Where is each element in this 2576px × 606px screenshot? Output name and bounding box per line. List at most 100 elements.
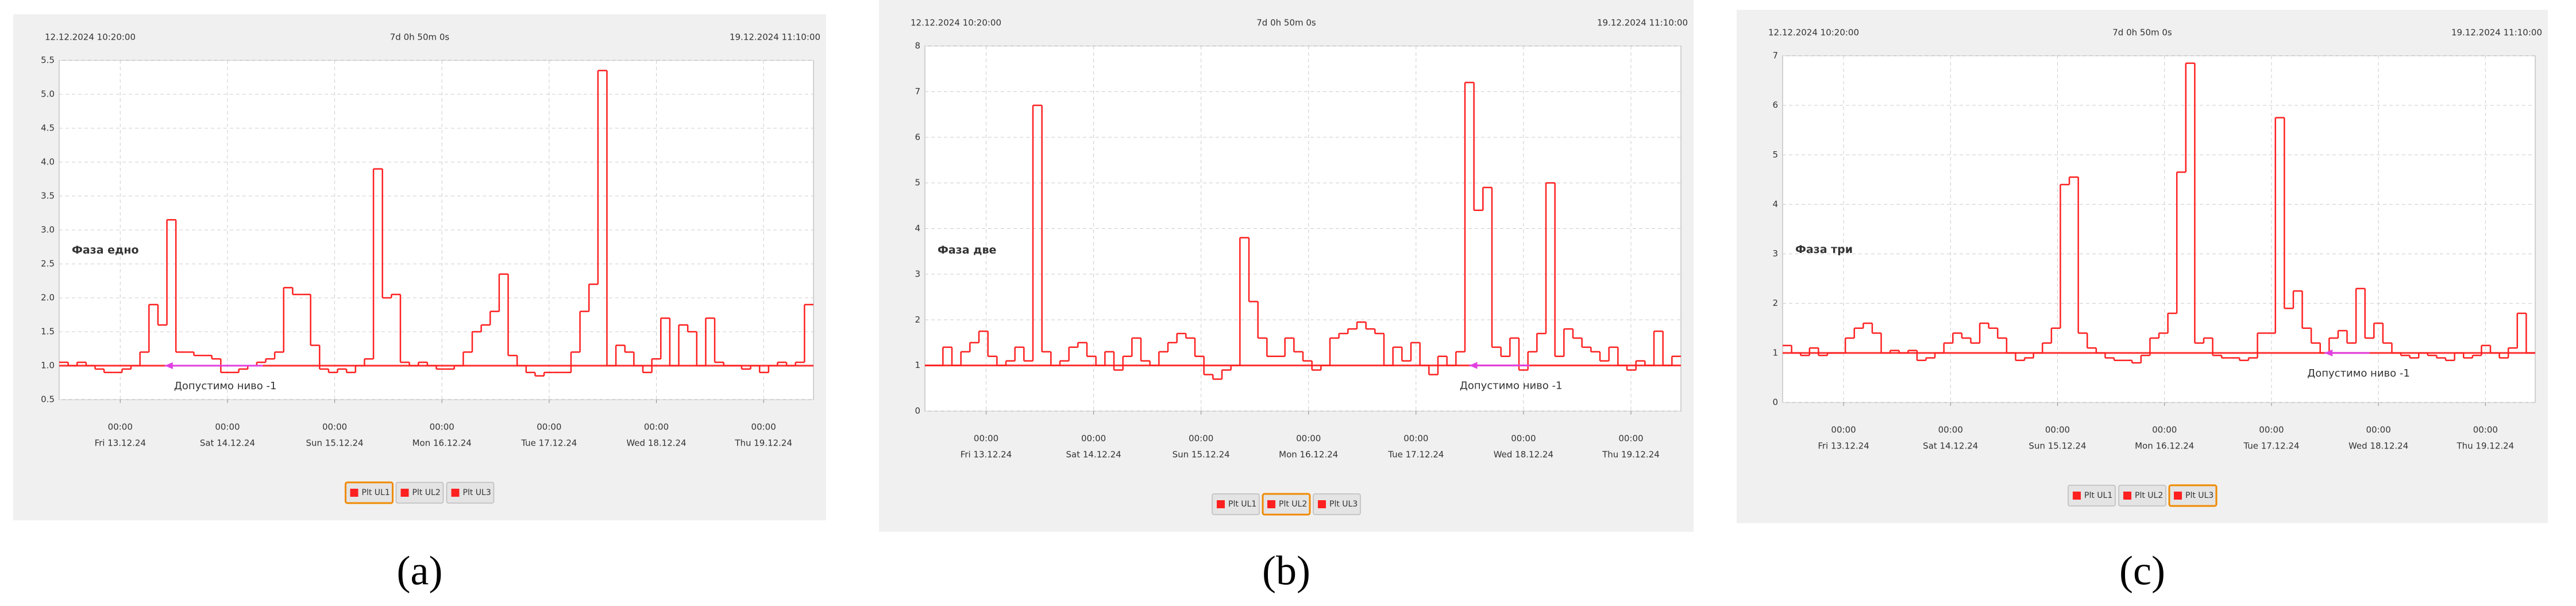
y-tick-label: 5 [915,178,920,188]
x-tick-time: 00:00 [1189,434,1213,444]
y-tick-label: 3.5 [41,191,55,201]
y-tick-label: 7 [915,86,920,97]
end-label: 19.12.2024 11:10:00 [1597,18,1688,28]
x-tick-day: Sun 15.12.24 [306,438,364,448]
x-tick-day: Mon 16.12.24 [2135,441,2194,451]
x-tick-day: Mon 16.12.24 [412,438,472,448]
x-tick-day: Sat 14.12.24 [1066,450,1121,460]
y-tick-label: 1.5 [41,327,55,337]
x-tick-time: 00:00 [2259,425,2284,435]
x-tick-day: Sat 14.12.24 [200,438,255,448]
x-tick-day: Sat 14.12.24 [1923,441,1978,451]
legend-swatch [1318,500,1326,508]
x-tick-day: Mon 16.12.24 [1279,450,1338,460]
y-tick-label: 5.5 [41,55,55,66]
x-tick-time: 00:00 [430,422,454,432]
y-tick-label: 4 [915,223,920,233]
end-label: 19.12.2024 11:10:00 [2451,28,2542,38]
y-tick-label: 4.5 [41,123,55,133]
y-tick-label: 3.0 [41,225,55,235]
legend-swatch [1267,500,1275,508]
panel-label: (b) [1262,548,1310,594]
x-tick-day: Wed 18.12.24 [626,438,686,448]
y-tick-label: 2.5 [41,259,55,269]
x-tick-time: 00:00 [2473,425,2498,435]
legend-button [2068,485,2116,507]
legend-swatch [2174,492,2182,500]
x-tick-time: 00:00 [215,422,240,432]
y-tick-label: 0 [1772,397,1778,408]
y-tick-label: 1.0 [41,360,55,371]
y-tick-label: 5 [1772,149,1778,160]
x-tick-day: Wed 18.12.24 [1494,450,1553,460]
x-tick-day: Sun 15.12.24 [1173,450,1230,460]
legend-button [2168,484,2218,507]
phase-label: Фаза три [1795,243,1853,256]
limit-arrow-head [1469,362,1478,369]
legend-label: Plt UL1 [362,488,390,497]
limit-label: Допустимо ниво -1 [174,380,277,392]
y-tick-label: 6 [1772,100,1778,110]
y-tick-label: 4 [1772,199,1778,209]
x-tick-time: 00:00 [751,422,776,432]
limit-label: Допустимо ниво -1 [1460,380,1563,392]
plot-area [1782,55,2536,403]
y-tick-label: 0.5 [41,394,55,405]
x-tick-time: 00:00 [974,434,998,444]
y-tick-label: 6 [915,132,920,142]
y-tick-label: 2.0 [41,293,55,303]
x-tick-time: 00:00 [2366,425,2391,435]
y-tick-label: 4.0 [41,157,55,167]
panel-label: (c) [2119,548,2165,594]
x-tick-day: Tue 17.12.24 [1387,450,1444,460]
legend-button [446,482,495,504]
x-tick-day: Fri 13.12.24 [1818,441,1869,451]
legend-label: Plt UL1 [2084,491,2112,500]
legend-label: Plt UL3 [463,488,491,497]
legend-swatch [2073,492,2081,500]
legend-label: Plt UL1 [1228,500,1256,509]
x-tick-time: 00:00 [1511,434,1536,444]
x-tick-time: 00:00 [1081,434,1106,444]
x-tick-day: Thu 19.12.24 [2456,441,2514,451]
start-label: 12.12.2024 10:20:00 [1768,28,1859,38]
y-tick-label: 1 [1772,347,1778,358]
x-tick-time: 00:00 [1618,434,1643,444]
limit-arrow-head [2324,349,2333,356]
x-tick-day: Thu 19.12.24 [734,438,792,448]
y-tick-label: 7 [1772,51,1778,61]
x-tick-day: Sun 15.12.24 [2029,441,2086,451]
chart-panel: 12.12.2024 10:20:00 7d 0h 50m 0s 19.12.202… [879,0,1694,594]
duration-label: 7d 0h 50m 0s [390,32,450,43]
y-tick-label: 2 [915,314,920,325]
legend-swatch [2123,492,2131,500]
start-label: 12.12.2024 10:20:00 [911,18,1001,28]
x-tick-time: 00:00 [322,422,347,432]
x-tick-day: Tue 17.12.24 [520,438,577,448]
start-label: 12.12.2024 10:20:00 [45,32,136,43]
legend-label: Plt UL2 [412,488,441,497]
x-tick-day: Thu 19.12.24 [1602,450,1660,460]
duration-label: 7d 0h 50m 0s [2112,28,2172,38]
x-tick-time: 00:00 [644,422,669,432]
x-tick-time: 00:00 [1938,425,1963,435]
legend-label: Plt UL2 [2135,491,2163,500]
legend-label: Plt UL3 [2185,491,2213,500]
legend-button [1212,493,1260,515]
x-tick-time: 00:00 [1831,425,1856,435]
legend-swatch [400,489,409,497]
legend-label: Plt UL3 [1329,500,1358,509]
legend-label: Plt UL2 [1279,500,1307,509]
x-tick-time: 00:00 [1296,434,1321,444]
legend-swatch [1217,500,1225,508]
panel-label: (a) [397,548,443,594]
y-tick-label: 2 [1772,298,1778,308]
legend-button [1313,493,1361,515]
end-label: 19.12.2024 11:10:00 [730,32,820,43]
x-tick-time: 00:00 [2045,425,2070,435]
legend-button [395,482,444,504]
x-tick-day: Fri 13.12.24 [95,438,146,448]
legend-button [345,481,394,504]
legend-swatch [451,489,460,497]
